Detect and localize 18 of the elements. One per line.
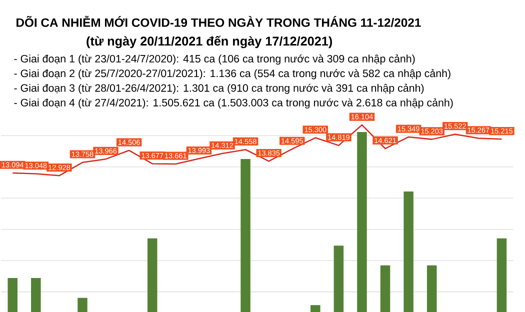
chart-subtitle: (từ ngày 20/11/2021 đến ngày 17/12/2021) xyxy=(86,36,332,48)
bar xyxy=(357,132,367,312)
bar xyxy=(8,278,18,312)
bar xyxy=(380,265,390,312)
bar xyxy=(334,245,344,312)
text: - Giai đoạn 3 (từ 28/01-26/4/2021): 1.301 ca (910 ca trong nước và 391 ca nhập cảnh) xyxy=(14,84,424,94)
bar xyxy=(240,158,250,312)
text: - Giai đoạn 1 (từ 23/01-24/7/2020): 415 ca (106 ca trong nước và 309 ca nhập cảnh) xyxy=(14,54,415,64)
text: - Giai đoạn 4 (từ 27/4/2021): 1.505.621 ca (1.503.003 ca trong nước và 2.618 ca nhập cảnh) xyxy=(14,98,453,108)
bar xyxy=(31,278,41,312)
bar xyxy=(496,238,507,312)
chart-title: DÕI CA NHIỄM MỚI COVID-19 THEO NGÀY TRONG THÁNG 11-12/2021 xyxy=(16,16,421,27)
bar xyxy=(147,238,158,312)
bar xyxy=(426,265,437,312)
bar xyxy=(310,304,320,312)
bar xyxy=(404,191,414,312)
text: - Giai đoạn 2 (từ 25/7/2020-27/01/2021): 1.136 ca (554 ca trong nước và 582 ca nhập cảnh) xyxy=(14,68,450,80)
bar xyxy=(78,298,88,312)
